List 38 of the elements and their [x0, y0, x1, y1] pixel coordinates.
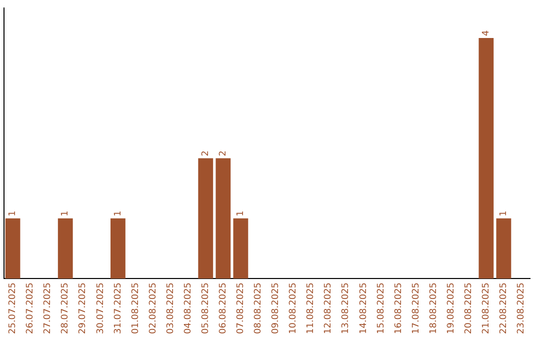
x-tick-label: 14.08.2025 [358, 282, 369, 334]
x-tick-label: 28.07.2025 [60, 282, 71, 334]
x-tick-label: 26.07.2025 [26, 282, 36, 334]
x-tick-label: 19.08.2025 [446, 282, 456, 334]
x-tick-label: 10.08.2025 [288, 282, 299, 334]
data-label: 1 [113, 210, 124, 216]
x-tick-label: 01.08.2025 [130, 282, 141, 334]
x-tick-label: 30.07.2025 [96, 282, 106, 334]
x-tick-label: 16.08.2025 [394, 282, 404, 334]
x-tick-label: 11.08.2025 [306, 282, 316, 334]
x-tick-label: 27.07.2025 [43, 282, 54, 334]
data-label: 1 [236, 210, 246, 216]
x-tick-label: 08.08.2025 [254, 282, 264, 334]
data-label: 2 [200, 150, 211, 156]
x-tick-label: 25.07.2025 [8, 282, 18, 334]
x-tick-label: 09.08.2025 [271, 282, 282, 334]
data-label: 1 [499, 210, 510, 216]
data-label: 1 [8, 210, 18, 216]
x-tick-label: 20.08.2025 [464, 282, 474, 334]
data-label: 1 [60, 210, 71, 216]
data-label: 2 [218, 150, 229, 156]
x-tick-label: 12.08.2025 [324, 282, 334, 334]
x-tick-label: 18.08.2025 [428, 282, 439, 334]
x-tick-label: 02.08.2025 [148, 282, 158, 334]
x-tick-label: 15.08.2025 [376, 282, 386, 334]
x-tick-label: 03.08.2025 [166, 282, 176, 334]
x-tick-label: 29.07.2025 [78, 282, 88, 334]
x-tick-label: 07.08.2025 [236, 282, 246, 334]
x-tick-label: 31.07.2025 [113, 282, 124, 334]
x-tick-label: 04.08.2025 [183, 282, 194, 334]
x-tick-label: 17.08.2025 [411, 282, 422, 334]
data-label: 4 [482, 30, 492, 36]
x-tick-label: 23.08.2025 [516, 282, 527, 334]
x-tick-label: 13.08.2025 [341, 282, 352, 334]
x-tick-label: 21.08.2025 [482, 282, 492, 334]
x-tick-label: 05.08.2025 [200, 282, 211, 334]
x-tick-label: 22.08.2025 [499, 282, 510, 334]
x-tick-label: 06.08.2025 [218, 282, 229, 334]
